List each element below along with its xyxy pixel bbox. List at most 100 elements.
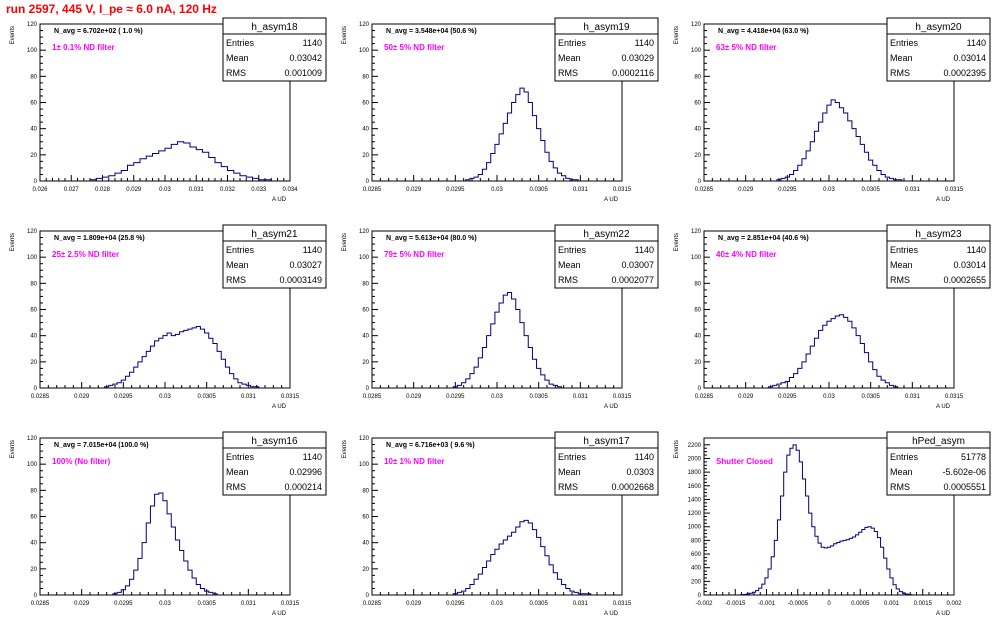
histogram-bin (869, 160, 873, 181)
y-tick-label: 800 (691, 538, 702, 544)
y-tick-label: 20 (30, 360, 37, 366)
histogram-chart: 0.026 0.027 0.028 0.029 0.03 0.031 0.032 0.033 0… (10, 17, 327, 203)
histogram-bin (856, 535, 859, 595)
histogram-bin (844, 113, 848, 181)
histogram-bin (495, 144, 499, 181)
histogram-chart: 0.0285 0.029 0.0295 0.03 0.0305 0.031 0.0315 0 2… (10, 431, 327, 617)
histogram-bin (545, 152, 549, 181)
y-tick-label: 20 (30, 153, 37, 159)
y-tick-label: 80 (30, 488, 37, 494)
histogram-bin (188, 329, 192, 388)
histogram-bin (487, 336, 491, 388)
histogram-bin (121, 590, 125, 595)
histogram-bin (528, 347, 532, 388)
histogram-name: h_asym21 (251, 229, 298, 240)
x-tick-label: 0.0305 (197, 601, 216, 607)
y-tick-label: 20 (362, 360, 369, 366)
y-tick-label: 80 (30, 74, 37, 80)
stats-value: 0.0002395 (943, 68, 986, 78)
y-tick-label: 100 (27, 255, 38, 261)
histogram-bin (852, 537, 855, 595)
histogram-bin (167, 514, 171, 595)
x-tick-label: 0.0295 (446, 394, 465, 400)
y-axis-label: Events (674, 233, 680, 251)
stats-value: 51778 (961, 452, 986, 462)
histogram-bin (902, 593, 905, 595)
histogram-bin (848, 121, 852, 181)
histogram-bin (549, 161, 553, 181)
histogram-line (112, 492, 218, 595)
x-tick-label: 0.0305 (197, 394, 216, 400)
histogram-bin (142, 543, 146, 595)
filter-note: 10± 1% ND filter (384, 457, 444, 466)
y-tick-label: 60 (30, 515, 37, 521)
stats-value: 1140 (967, 38, 986, 48)
stats-label: Entries (890, 452, 919, 462)
x-tick-label: 0.029 (738, 187, 754, 193)
filter-note: 79± 5% ND filter (384, 250, 444, 259)
histogram-bin (150, 346, 154, 388)
histogram-bin (852, 129, 856, 181)
histogram-line (768, 314, 899, 388)
histogram-bin (487, 163, 491, 181)
x-tick-label: 0.0305 (529, 394, 548, 400)
y-tick-label: 40 (694, 334, 701, 340)
histogram-bin (541, 547, 545, 595)
histogram-bin (524, 520, 528, 595)
histogram-bin (138, 558, 142, 595)
histogram-chart: 0.0285 0.029 0.0295 0.03 0.0305 0.031 0.0315 0 2… (342, 17, 659, 203)
histogram-bin (868, 527, 871, 595)
stats-label: Mean (890, 260, 913, 270)
histogram-bin (524, 92, 528, 181)
histogram-bin (809, 513, 812, 595)
x-tick-label: 0.0285 (695, 394, 714, 400)
histogram-bin (457, 592, 461, 595)
histogram-bin (793, 445, 796, 595)
x-tick-label: 0.026 (32, 187, 48, 193)
stats-label: RMS (890, 275, 910, 285)
histogram-bin (196, 150, 202, 181)
y-axis-label: Events (342, 26, 348, 44)
histogram-bin (499, 544, 503, 595)
x-tick-label: -0.002 (695, 601, 713, 607)
histogram-bin (520, 88, 524, 181)
histogram-bin (259, 180, 265, 181)
histogram-bin (155, 494, 159, 595)
y-tick-label: 80 (694, 74, 701, 80)
histogram-bin (881, 547, 884, 595)
histogram-pad: 0.0285 0.029 0.0295 0.03 0.0305 0.031 0.0315 0 2… (332, 414, 664, 621)
histogram-bin (190, 147, 196, 181)
histogram-bin (188, 570, 192, 595)
histogram-bin (802, 479, 805, 595)
stats-box (554, 431, 659, 496)
histogram-bin (856, 137, 860, 181)
histogram-bin (752, 592, 755, 595)
stats-box (554, 224, 659, 289)
histogram-bin (192, 578, 196, 595)
histogram-bin (856, 336, 860, 388)
histogram-bin (743, 594, 746, 595)
histogram-bin (849, 538, 852, 595)
histogram-bin (209, 338, 213, 388)
filter-note: 40± 4% ND filter (716, 250, 776, 259)
x-tick-label: 0.029 (406, 394, 422, 400)
stats-box (886, 17, 991, 82)
x-axis-label: A UD (604, 404, 619, 410)
stats-value: 0.02996 (289, 467, 322, 477)
y-tick-label: 40 (30, 127, 37, 133)
histogram-bin (859, 532, 862, 595)
histogram-bin (159, 338, 163, 388)
histogram-bin (163, 336, 167, 388)
stats-label: RMS (890, 482, 910, 492)
y-axis-label: Events (10, 26, 16, 44)
histogram-bin (557, 173, 561, 181)
histogram-bin (821, 547, 824, 595)
histogram-bin (146, 523, 150, 595)
histogram-pad: 0.0285 0.029 0.0295 0.03 0.0305 0.031 0.0315 0 2… (664, 0, 996, 207)
x-axis-label: A UD (936, 197, 951, 203)
stats-box (554, 17, 659, 82)
y-tick-label: 40 (362, 127, 369, 133)
histogram-bin (150, 506, 154, 595)
stats-label: Entries (558, 38, 587, 48)
histogram-bin (113, 384, 117, 388)
